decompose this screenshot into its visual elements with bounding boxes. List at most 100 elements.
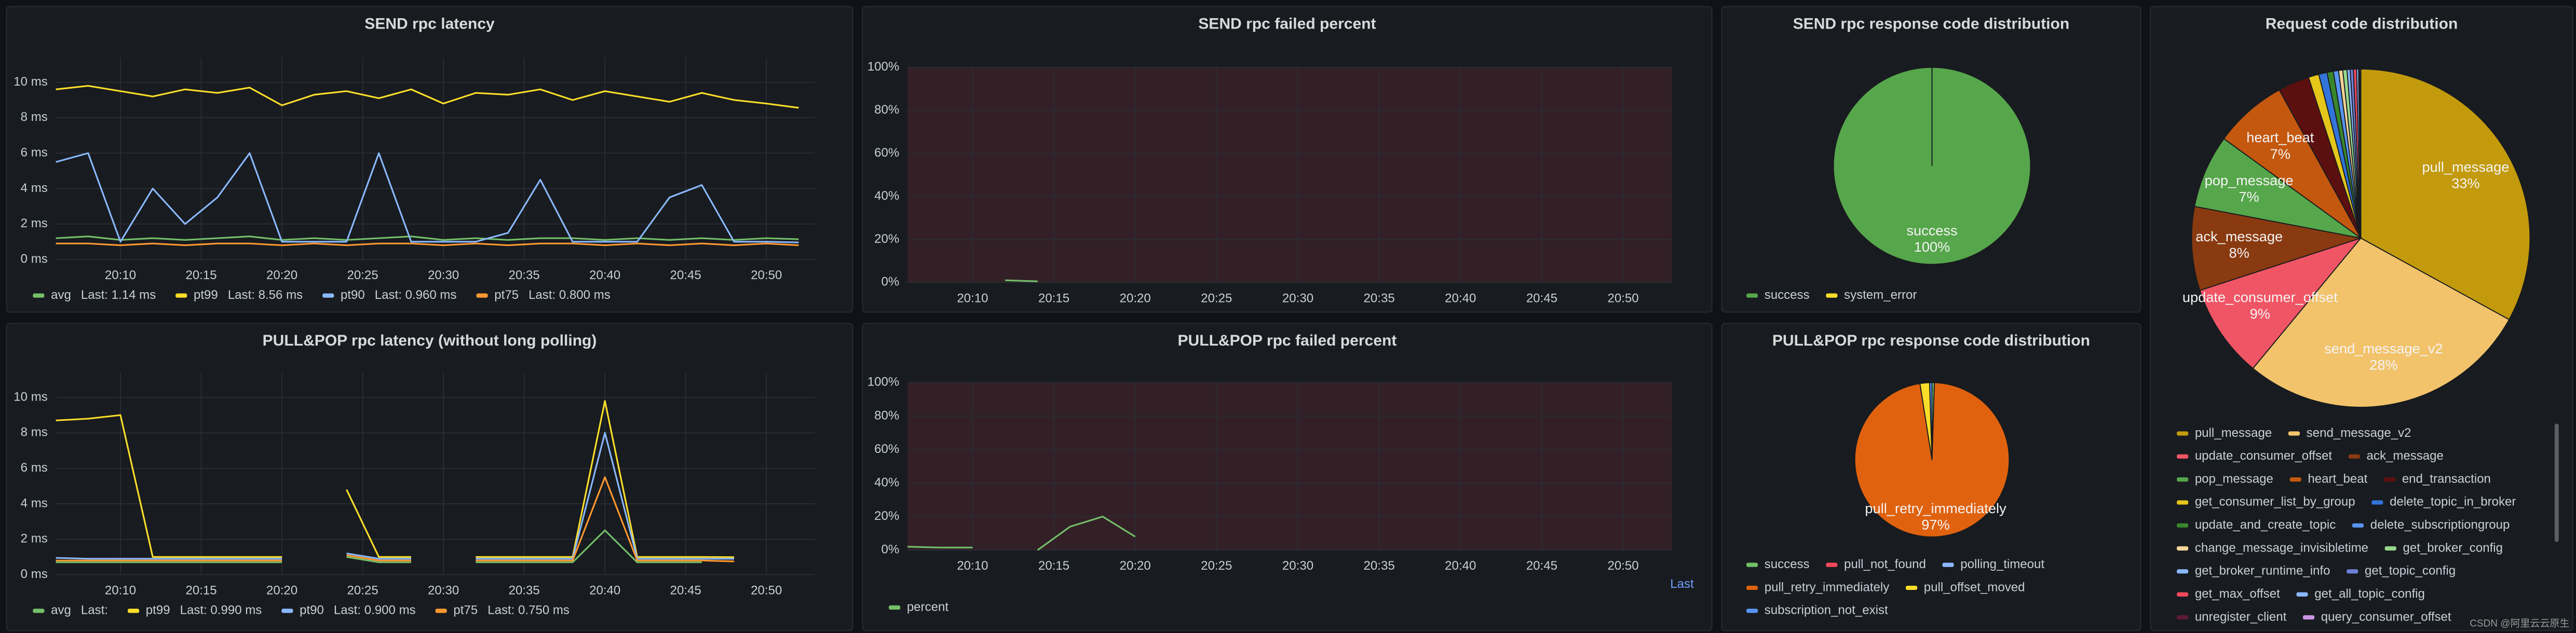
x-tick-label: 20:45 xyxy=(670,584,701,598)
legend-last-value: Last: 8.56 ms xyxy=(228,288,303,302)
x-tick-label: 20:25 xyxy=(347,584,378,598)
legend-swatch xyxy=(175,293,187,298)
slice-label: pop_message xyxy=(2205,172,2294,188)
legend-last-value: Last: 0.900 ms xyxy=(334,603,416,617)
legend-swatch xyxy=(2384,546,2396,551)
slice-value-label: 100% xyxy=(1914,239,1950,255)
legend-swatch xyxy=(476,293,488,298)
pie-slice xyxy=(2252,237,2510,408)
x-tick-label: 20:10 xyxy=(957,291,988,305)
x-tick-label: 20:25 xyxy=(347,268,378,282)
legend-swatch xyxy=(1746,293,1758,298)
legend-swatch xyxy=(1942,562,1954,567)
legend-last-value: Last: 0.750 ms xyxy=(487,603,570,617)
legend-label: pull_not_found xyxy=(1844,557,1926,571)
legend-label: subscription_not_exist xyxy=(1765,603,1888,617)
legend: avg Last: pt99 Last: 0.990 ms pt90 Last: 0.90… xyxy=(33,603,570,617)
legend-swatch xyxy=(2177,592,2189,597)
x-tick-label: 20:50 xyxy=(1607,559,1638,573)
legend-label: update_and_create_topic xyxy=(2195,518,2336,532)
series-line xyxy=(56,85,799,109)
legend-label: query_consumer_offset xyxy=(2321,610,2451,624)
x-tick-label: 20:50 xyxy=(751,268,782,282)
x-tick-label: 20:10 xyxy=(957,559,988,573)
legend-swatch xyxy=(2352,523,2364,528)
x-tick-label: 20:15 xyxy=(185,268,216,282)
y-tick-label: 0% xyxy=(882,275,900,289)
legend-swatch xyxy=(1746,609,1758,613)
legend: avg Last: 1.14 ms pt99 Last: 8.56 ms pt90 Las… xyxy=(33,288,611,302)
y-tick-label: 6 ms xyxy=(21,146,48,160)
slice-value-label: 28% xyxy=(2369,356,2397,373)
panel xyxy=(862,323,1713,631)
legend-swatch xyxy=(2177,454,2189,459)
y-tick-label: 20% xyxy=(874,509,899,523)
legend-label: pt90 xyxy=(300,603,324,617)
watermark: CSDN @阿里云云原生 xyxy=(2470,618,2569,629)
y-tick-label: 0% xyxy=(882,543,900,557)
slice-value-label: 8% xyxy=(2229,245,2249,261)
y-tick-label: 0 ms xyxy=(21,567,48,581)
legend-label: avg xyxy=(51,603,71,617)
y-tick-label: 2 ms xyxy=(21,532,48,546)
legend-swatch xyxy=(33,609,45,613)
panel-title: PULL&POP rpc latency (without long polli… xyxy=(263,332,597,349)
series-line xyxy=(56,236,799,241)
legend-swatch xyxy=(2177,546,2189,551)
legend-label: unregister_client xyxy=(2195,610,2287,624)
legend-label: end_transaction xyxy=(2402,472,2491,486)
legend-label: pull_offset_moved xyxy=(1924,580,2025,594)
legend-swatch xyxy=(2177,523,2189,528)
legend-swatch xyxy=(2288,431,2300,436)
legend-label: ack_message xyxy=(2367,449,2444,463)
legend-swatch xyxy=(2384,477,2396,482)
legend-label: percent xyxy=(907,600,949,614)
legend-label: pt75 xyxy=(453,603,478,617)
y-tick-label: 4 ms xyxy=(21,181,48,195)
legend-label: change_message_invisibletime xyxy=(2195,541,2368,555)
legend-label: pt99 xyxy=(146,603,170,617)
y-tick-label: 2 ms xyxy=(21,216,48,230)
pie-slice xyxy=(2194,137,2362,239)
x-tick-label: 20:45 xyxy=(1526,559,1557,573)
x-tick-label: 20:25 xyxy=(1201,559,1232,573)
legend-label: success xyxy=(1765,288,1810,302)
legend-label: get_consumer_list_by_group xyxy=(2195,495,2355,509)
slice-value-label: 97% xyxy=(1921,516,1949,532)
legend-label: pt99 xyxy=(194,288,218,302)
y-tick-label: 100% xyxy=(867,375,900,389)
x-tick-label: 20:25 xyxy=(1201,291,1232,305)
legend-label: get_broker_config xyxy=(2403,541,2503,555)
pie-slice xyxy=(2199,237,2363,369)
panel-title: PULL&POP rpc response code distribution xyxy=(1772,332,2090,349)
legend-swatch xyxy=(2177,500,2189,505)
x-tick-label: 20:30 xyxy=(428,268,459,282)
x-tick-label: 20:20 xyxy=(1120,291,1151,305)
legend-swatch xyxy=(1826,293,1838,298)
legend-last-value: Last: 0.990 ms xyxy=(180,603,262,617)
x-tick-label: 20:35 xyxy=(1364,559,1395,573)
y-tick-label: 4 ms xyxy=(21,496,48,510)
x-tick-label: 20:45 xyxy=(1526,291,1557,305)
legend-swatch xyxy=(281,609,293,613)
legend-swatch xyxy=(1746,562,1758,567)
x-tick-label: 20:50 xyxy=(1607,291,1638,305)
x-tick-label: 20:50 xyxy=(751,584,782,598)
legend-label: pt90 xyxy=(341,288,365,302)
legend-label: system_error xyxy=(1844,288,1917,302)
legend-label: delete_subscriptiongroup xyxy=(2370,518,2510,532)
slice-label: pull_retry_immediately xyxy=(1865,500,2006,516)
y-tick-label: 0 ms xyxy=(21,252,48,266)
legend-swatch xyxy=(2177,615,2189,620)
legend-last-value: Last: 1.14 ms xyxy=(81,288,156,302)
legend-label: polling_timeout xyxy=(1960,557,2044,571)
y-tick-label: 10 ms xyxy=(13,390,47,404)
scrollbar xyxy=(2554,423,2559,542)
y-tick-label: 80% xyxy=(874,408,899,422)
pie-slice xyxy=(2359,68,2362,238)
x-tick-label: 20:40 xyxy=(589,584,620,598)
legend-header: Last xyxy=(1670,577,1694,591)
x-tick-label: 20:10 xyxy=(105,268,136,282)
y-tick-label: 8 ms xyxy=(21,425,48,439)
legend-label: success xyxy=(1765,557,1810,571)
